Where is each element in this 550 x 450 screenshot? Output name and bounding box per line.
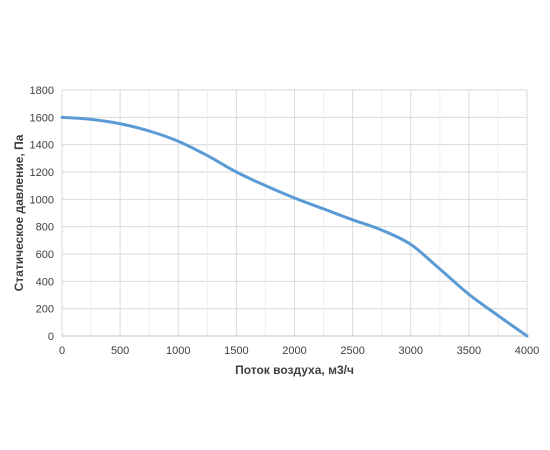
x-tick-label: 0 (59, 345, 65, 357)
x-tick-label: 1000 (166, 345, 190, 357)
y-tick-label: 1800 (30, 85, 54, 97)
y-tick-label: 600 (36, 249, 54, 261)
y-axis-title: Статическое давление, Па (12, 134, 26, 291)
x-tick-label: 3500 (457, 345, 481, 357)
x-tick-label: 2500 (340, 345, 364, 357)
series-layer (60, 115, 529, 338)
y-tick-label: 1000 (30, 194, 54, 206)
x-tick-label: 3000 (399, 345, 423, 357)
y-tick-label: 200 (36, 304, 54, 316)
y-tick-label: 1600 (30, 112, 54, 124)
y-tick-label: 800 (36, 222, 54, 234)
y-tick-label: 0 (48, 331, 54, 343)
y-tick-label: 1400 (30, 140, 54, 152)
grid (61, 89, 528, 337)
x-axis-ticks: 0 500 1000 1500 2000 2500 3000 3500 4000 (59, 345, 539, 357)
x-tick-label: 1500 (224, 345, 248, 357)
x-tick-label: 4000 (515, 345, 539, 357)
y-axis-ticks: 0 200 400 600 800 1000 1200 1400 1600 1800 (30, 85, 54, 343)
y-tick-label: 400 (36, 276, 54, 288)
y-tick-label: 1200 (30, 167, 54, 179)
x-tick-label: 500 (111, 345, 129, 357)
series-line (60, 115, 529, 338)
x-tick-label: 2000 (282, 345, 306, 357)
x-axis-title: Поток воздуха, м3/ч (235, 363, 354, 377)
